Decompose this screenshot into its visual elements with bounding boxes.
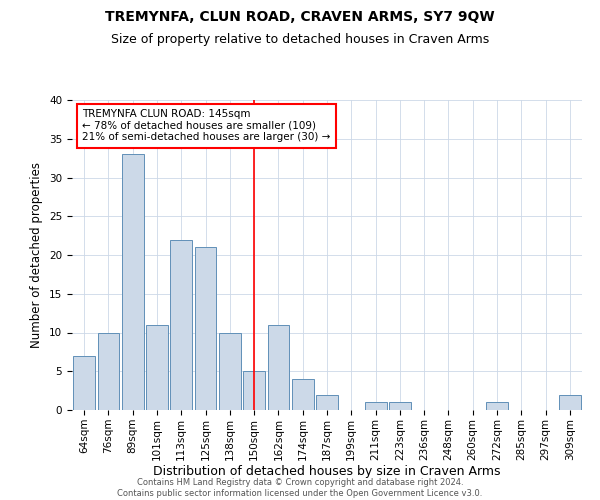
Bar bbox=[486, 402, 508, 410]
Bar bbox=[316, 394, 338, 410]
Bar bbox=[219, 332, 241, 410]
Bar bbox=[146, 325, 168, 410]
Bar bbox=[122, 154, 143, 410]
Bar bbox=[73, 356, 95, 410]
Bar bbox=[170, 240, 192, 410]
Bar bbox=[243, 371, 265, 410]
Bar bbox=[97, 332, 119, 410]
Bar bbox=[389, 402, 411, 410]
Bar bbox=[365, 402, 386, 410]
Bar bbox=[292, 379, 314, 410]
Text: TREMYNFA CLUN ROAD: 145sqm
← 78% of detached houses are smaller (109)
21% of sem: TREMYNFA CLUN ROAD: 145sqm ← 78% of deta… bbox=[82, 110, 331, 142]
Y-axis label: Number of detached properties: Number of detached properties bbox=[31, 162, 43, 348]
X-axis label: Distribution of detached houses by size in Craven Arms: Distribution of detached houses by size … bbox=[153, 466, 501, 478]
Bar bbox=[559, 394, 581, 410]
Bar bbox=[268, 325, 289, 410]
Text: TREMYNFA, CLUN ROAD, CRAVEN ARMS, SY7 9QW: TREMYNFA, CLUN ROAD, CRAVEN ARMS, SY7 9Q… bbox=[105, 10, 495, 24]
Text: Contains HM Land Registry data © Crown copyright and database right 2024.
Contai: Contains HM Land Registry data © Crown c… bbox=[118, 478, 482, 498]
Text: Size of property relative to detached houses in Craven Arms: Size of property relative to detached ho… bbox=[111, 32, 489, 46]
Bar bbox=[194, 247, 217, 410]
